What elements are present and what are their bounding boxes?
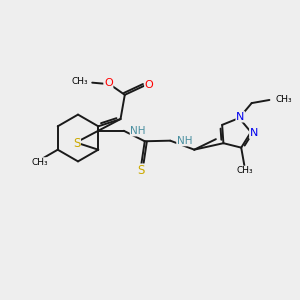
Text: CH₃: CH₃ <box>275 95 292 104</box>
Text: S: S <box>137 164 145 177</box>
Text: O: O <box>104 78 113 88</box>
Text: NH: NH <box>177 136 192 146</box>
Text: N: N <box>250 128 258 138</box>
Text: CH₃: CH₃ <box>71 77 88 86</box>
Text: CH₃: CH₃ <box>237 166 253 175</box>
Text: S: S <box>73 137 80 150</box>
Text: CH₃: CH₃ <box>32 158 48 167</box>
Text: NH: NH <box>130 126 146 136</box>
Text: N: N <box>236 112 244 122</box>
Text: O: O <box>145 80 154 90</box>
